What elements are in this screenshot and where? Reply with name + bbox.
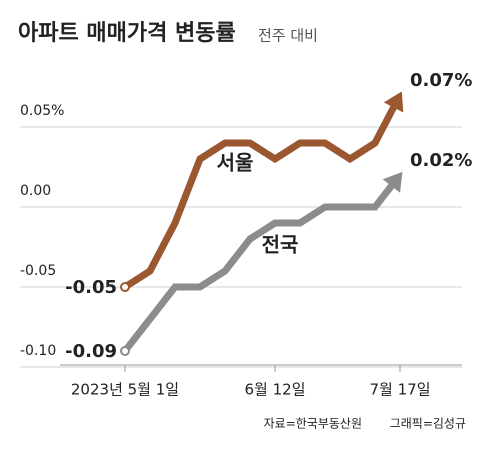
x-tick-label: 2023년 5월 1일	[71, 381, 179, 399]
value-label: -0.09	[65, 341, 117, 362]
y-tick-label: 0.05%	[20, 103, 64, 119]
start-marker	[120, 282, 130, 292]
series-name: 서울	[217, 151, 254, 175]
y-tick-label: 0.00	[20, 183, 51, 199]
arrowhead	[382, 171, 403, 193]
y-tick-label: -0.10	[20, 343, 56, 359]
value-label: 0.07%	[410, 70, 472, 91]
x-tick-label: 6월 12일	[245, 381, 306, 399]
source: 자료=한국부동산원	[264, 417, 362, 431]
x-tick-label: 7월 17일	[370, 381, 431, 399]
series-line	[122, 179, 398, 354]
value-label: 0.02%	[410, 150, 472, 171]
series-line	[123, 100, 400, 290]
y-tick-label: -0.05	[20, 263, 56, 279]
credit: 그래픽=김성규	[390, 417, 466, 431]
chart-title: 아파트 매매가격 변동률	[18, 21, 236, 46]
chart-subtitle: 전주 대비	[258, 27, 318, 45]
series-name: 전국	[262, 233, 299, 257]
value-label: -0.05	[65, 277, 117, 298]
start-marker	[120, 346, 130, 356]
arrowhead	[383, 91, 404, 113]
